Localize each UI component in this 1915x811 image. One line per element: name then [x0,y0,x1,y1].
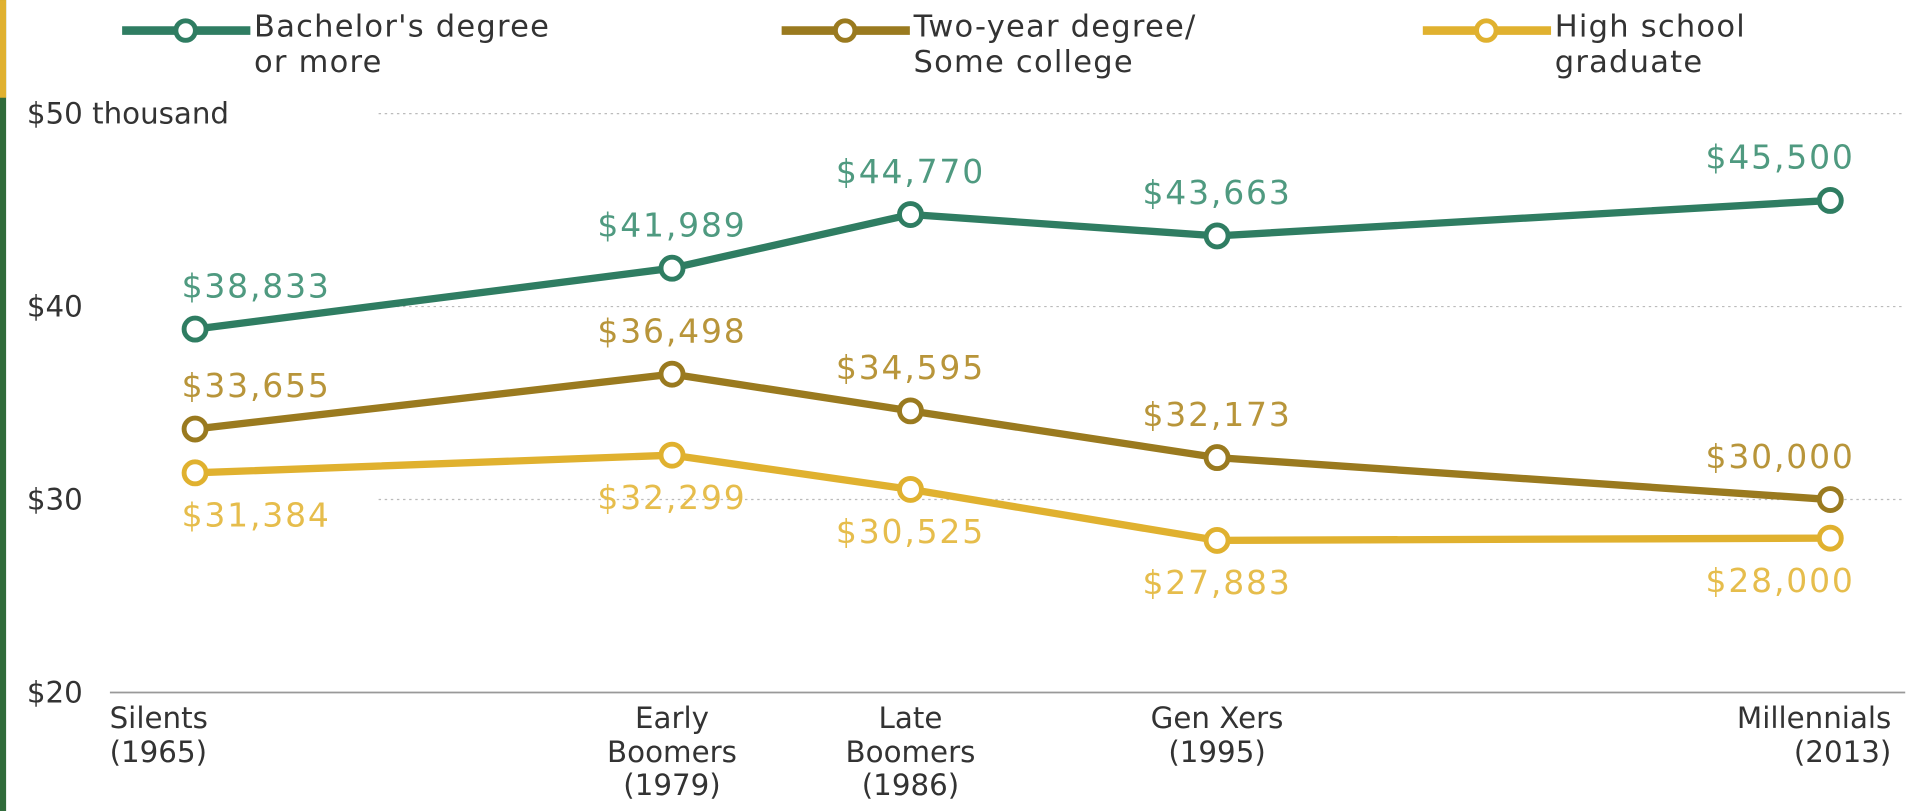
x-tick-label: Late Boomers (1986) [845,702,976,803]
point [1203,444,1231,472]
point [181,315,209,343]
data-label: $41,989 [597,205,746,244]
point [897,201,924,228]
y-tick-label: $40 [27,289,83,323]
legend-label-box: High school graduate [1554,9,1746,80]
x-tick-label-box: Silents (1965) [109,702,208,769]
legend-label: High school graduate [1554,9,1746,80]
legend-label: Bachelor's degree or more [254,9,551,80]
data-label: $44,770 [836,152,985,191]
data-label: $36,498 [597,311,746,350]
series-line [194,196,1831,333]
edge-strip [0,0,7,811]
x-tick-label: Gen Xers (1995) [1150,702,1284,769]
point [1816,524,1844,552]
x-tick-label: Millennials (2013) [1736,702,1892,769]
data-label: $45,500 [1706,138,1855,177]
series-line [194,451,1831,545]
data-label: $32,299 [597,478,746,517]
data-label: $33,655 [182,366,331,405]
point [897,397,924,425]
x-tick-label: Silents (1965) [109,702,208,769]
data-label: $30,000 [1706,437,1855,476]
x-tick-label-box: Late Boomers (1986) [845,702,976,803]
data-label: $31,384 [182,496,331,535]
data-label: $32,173 [1142,395,1291,434]
point [1203,526,1231,554]
data-label: $38,833 [182,266,331,305]
legend-label-box: Two-year degree/ Some college [913,9,1197,80]
y-tick-label: $50 thousand [27,96,229,130]
data-label: $34,595 [836,348,985,387]
point [1816,187,1844,214]
point [658,360,686,388]
y-tick-label: $20 [27,675,83,709]
legend-label: Two-year degree/ Some college [913,9,1197,80]
legend-marker [832,18,858,43]
point [1816,486,1844,513]
x-tick-label-box: Early Boomers (1979) [607,702,737,803]
point [658,441,686,469]
x-tick-label-box: Millennials (2013) [1736,702,1892,769]
legend-marker [1474,18,1499,43]
point [181,415,209,443]
x-tick-label-box: Gen Xers (1995) [1150,702,1284,769]
edge-strip-top [0,0,7,98]
data-label: $27,883 [1142,563,1291,602]
data-label: $28,000 [1706,561,1855,600]
legend-label-box: Bachelor's degree or more [254,9,551,80]
point [897,475,924,503]
point [1203,222,1231,250]
data-label: $43,663 [1142,173,1291,212]
point [658,254,686,282]
series-line [194,370,1831,504]
y-tick-label: $30 [27,482,83,516]
x-tick-label: Early Boomers (1979) [607,702,737,803]
data-label: $30,525 [836,512,985,551]
legend-marker [173,18,198,43]
point [181,459,209,487]
